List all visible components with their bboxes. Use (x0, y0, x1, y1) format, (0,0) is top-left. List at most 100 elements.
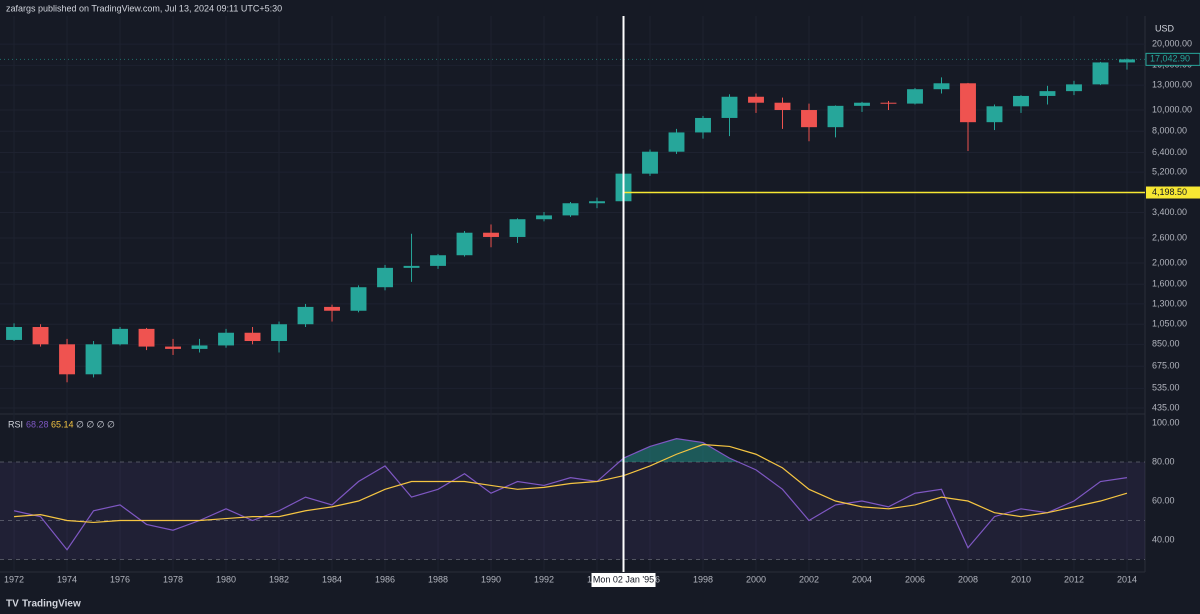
y-tick-label: 675.00 (1152, 361, 1180, 371)
candle-body (1013, 95, 1029, 107)
y-tick-label: 60.00 (1152, 495, 1175, 505)
y-tick-label: 10,000.00 (1152, 104, 1192, 114)
candle-body (32, 326, 49, 345)
candle-body (165, 346, 181, 349)
y-tick-label: 850.00 (1152, 339, 1180, 349)
legend-value: 68.28 (26, 419, 49, 429)
candle-body (536, 215, 552, 220)
candle-body (827, 105, 844, 128)
x-tick-label: 2002 (799, 574, 819, 584)
candle-body (377, 267, 393, 288)
candle-body (297, 306, 314, 325)
candle-body (85, 344, 102, 375)
x-tick-label: 2006 (905, 574, 925, 584)
x-tick-label: 1990 (481, 574, 501, 584)
y-tick-label: 20,000.00 (1152, 39, 1192, 49)
x-tick-label: 2008 (958, 574, 978, 584)
last-price-label: 17,042.90 (1150, 54, 1190, 64)
candle-body (1066, 84, 1082, 92)
crosshair-price-box (1146, 186, 1200, 199)
candle-body (112, 328, 128, 345)
y-tick-label: 2,600.00 (1152, 232, 1187, 242)
candle-body (430, 255, 446, 266)
y-tick-label: 8,000.00 (1152, 126, 1187, 136)
candle-body (244, 332, 261, 342)
candle-body (483, 232, 499, 237)
candle-body (403, 265, 420, 268)
x-tick-label: 1984 (322, 574, 342, 584)
candle-body (748, 96, 764, 103)
rsi-band (0, 462, 1145, 560)
y-tick-label: 80.00 (1152, 456, 1175, 466)
crosshair-date-box (591, 573, 656, 587)
legend-extras: ∅ ∅ ∅ ∅ (76, 419, 115, 429)
crosshair-date-label: Mon 02 Jan '95 (593, 574, 654, 584)
y-tick-label: 6,400.00 (1152, 147, 1187, 157)
candle-body (271, 324, 287, 342)
candle-body (695, 117, 711, 133)
candle-body (1119, 59, 1135, 63)
candle-body (801, 110, 817, 128)
x-tick-label: 1972 (4, 574, 24, 584)
candle-body (218, 332, 234, 346)
y-tick-label: 2,000.00 (1152, 257, 1187, 267)
x-tick-label: 2000 (746, 574, 766, 584)
candle-body (642, 151, 658, 174)
y-tick-label: 1,600.00 (1152, 279, 1187, 289)
x-tick-label: 1988 (428, 574, 448, 584)
crosshair-price-label: 4,198.50 (1152, 187, 1187, 197)
y-tick-label: 535.00 (1152, 383, 1180, 393)
y-tick-label: 100.00 (1152, 417, 1180, 427)
candle-body (1039, 91, 1056, 96)
candle-body (350, 287, 367, 311)
x-tick-label: 1978 (163, 574, 183, 584)
x-tick-label: 1980 (216, 574, 236, 584)
candle-body (191, 345, 208, 349)
candle-body (854, 102, 870, 106)
y-tick-label: 40.00 (1152, 534, 1175, 544)
y-tick-label: 1,050.00 (1152, 319, 1187, 329)
candle-body (324, 306, 340, 311)
x-tick-label: 1992 (534, 574, 554, 584)
candle-body (1092, 62, 1109, 85)
candle-body (986, 106, 1003, 123)
y-tick-label: 13,000.00 (1152, 79, 1192, 89)
candle-body (562, 203, 579, 216)
x-tick-label: 2004 (852, 574, 872, 584)
candle-body (138, 328, 155, 347)
candle-body (589, 201, 605, 204)
x-tick-label: 2012 (1064, 574, 1084, 584)
candle-body (721, 96, 738, 118)
candle-body (509, 219, 526, 237)
x-tick-label: 1998 (693, 574, 713, 584)
y-tick-label: 5,200.00 (1152, 167, 1187, 177)
header: zafargs published on TradingView.com, Ju… (6, 3, 282, 13)
candle-body (907, 89, 923, 104)
x-tick-label: 1976 (110, 574, 130, 584)
candle-body (960, 83, 976, 123)
x-tick-label: 1974 (57, 574, 77, 584)
x-tick-label: 1982 (269, 574, 289, 584)
x-tick-label: 1986 (375, 574, 395, 584)
currency: USD (1155, 23, 1175, 33)
candle-body (6, 326, 22, 340)
legend-ma: 65.14 (51, 419, 74, 429)
x-tick-label: 2014 (1117, 574, 1137, 584)
y-tick-label: 3,400.00 (1152, 207, 1187, 217)
legend-label: RSI (8, 419, 23, 429)
candle-body (59, 344, 75, 375)
y-tick-label: 435.00 (1152, 402, 1180, 412)
x-tick-label: 2010 (1011, 574, 1031, 584)
candle-body (933, 83, 950, 90)
last-price-box (1145, 52, 1200, 66)
brand-logo: TV (6, 599, 19, 610)
candle-body (456, 232, 473, 256)
y-tick-label: 1,300.00 (1152, 298, 1187, 308)
candle-body (774, 102, 791, 111)
series-line (14, 443, 1128, 524)
candle-body (668, 132, 685, 152)
candle-body (880, 102, 897, 104)
brand: TradingView (22, 599, 81, 610)
